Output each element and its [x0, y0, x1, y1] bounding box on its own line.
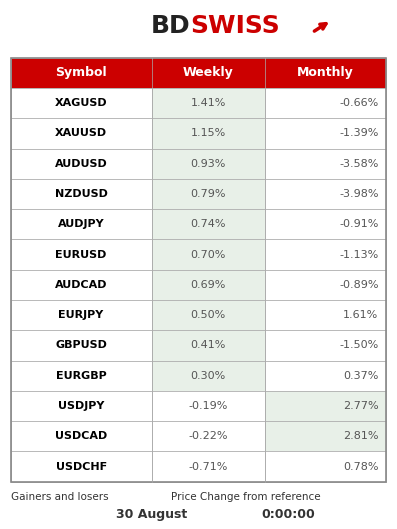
FancyBboxPatch shape — [11, 149, 152, 179]
Text: Weekly: Weekly — [183, 66, 234, 79]
FancyBboxPatch shape — [11, 300, 152, 330]
Text: 0.50%: 0.50% — [191, 310, 226, 320]
Text: -0.19%: -0.19% — [189, 401, 228, 411]
FancyBboxPatch shape — [152, 330, 265, 361]
FancyBboxPatch shape — [152, 88, 265, 118]
FancyBboxPatch shape — [11, 451, 152, 482]
Text: 1.41%: 1.41% — [191, 98, 226, 108]
FancyBboxPatch shape — [152, 270, 265, 300]
Text: 1.15%: 1.15% — [191, 129, 226, 139]
Text: 0.78%: 0.78% — [343, 462, 379, 471]
Text: 0.93%: 0.93% — [191, 159, 226, 169]
Text: AUDUSD: AUDUSD — [55, 159, 108, 169]
Text: 0.74%: 0.74% — [191, 220, 226, 229]
Text: EURGBP: EURGBP — [56, 371, 106, 381]
Text: -0.71%: -0.71% — [189, 462, 228, 471]
Text: 1.61%: 1.61% — [343, 310, 379, 320]
FancyBboxPatch shape — [265, 391, 386, 421]
FancyBboxPatch shape — [265, 330, 386, 361]
Text: -0.91%: -0.91% — [339, 220, 379, 229]
FancyBboxPatch shape — [11, 361, 152, 391]
Text: -0.66%: -0.66% — [339, 98, 379, 108]
FancyBboxPatch shape — [11, 421, 152, 451]
Text: BD: BD — [151, 14, 191, 38]
FancyBboxPatch shape — [11, 209, 152, 240]
Text: 0.41%: 0.41% — [191, 341, 226, 350]
FancyBboxPatch shape — [152, 209, 265, 240]
Text: 0.30%: 0.30% — [191, 371, 226, 381]
FancyBboxPatch shape — [265, 118, 386, 149]
Text: -0.89%: -0.89% — [339, 280, 379, 290]
FancyBboxPatch shape — [265, 179, 386, 209]
FancyBboxPatch shape — [11, 391, 152, 421]
Text: USDJPY: USDJPY — [58, 401, 104, 411]
FancyBboxPatch shape — [265, 270, 386, 300]
Text: -1.13%: -1.13% — [339, 250, 379, 260]
FancyBboxPatch shape — [152, 361, 265, 391]
FancyBboxPatch shape — [11, 118, 152, 149]
FancyBboxPatch shape — [265, 240, 386, 270]
FancyBboxPatch shape — [265, 421, 386, 451]
FancyBboxPatch shape — [152, 300, 265, 330]
FancyBboxPatch shape — [152, 240, 265, 270]
Text: GBPUSD: GBPUSD — [55, 341, 107, 350]
FancyBboxPatch shape — [152, 118, 265, 149]
Text: 0.79%: 0.79% — [191, 189, 226, 199]
Text: NZDUSD: NZDUSD — [55, 189, 108, 199]
Text: SWISS: SWISS — [191, 14, 280, 38]
FancyBboxPatch shape — [152, 149, 265, 179]
Text: 0.37%: 0.37% — [343, 371, 379, 381]
FancyBboxPatch shape — [265, 361, 386, 391]
FancyBboxPatch shape — [265, 451, 386, 482]
Text: AUDCAD: AUDCAD — [55, 280, 107, 290]
FancyBboxPatch shape — [11, 58, 386, 88]
FancyBboxPatch shape — [152, 391, 265, 421]
Text: -3.98%: -3.98% — [339, 189, 379, 199]
FancyBboxPatch shape — [152, 421, 265, 451]
FancyBboxPatch shape — [152, 179, 265, 209]
Text: Gainers and losers: Gainers and losers — [11, 492, 108, 503]
FancyBboxPatch shape — [11, 179, 152, 209]
Text: -1.50%: -1.50% — [339, 341, 379, 350]
Text: XAGUSD: XAGUSD — [55, 98, 107, 108]
FancyBboxPatch shape — [265, 209, 386, 240]
Text: XAUUSD: XAUUSD — [55, 129, 107, 139]
Text: 2.77%: 2.77% — [343, 401, 379, 411]
FancyBboxPatch shape — [11, 330, 152, 361]
FancyBboxPatch shape — [152, 451, 265, 482]
Text: USDCHF: USDCHF — [56, 462, 107, 471]
FancyBboxPatch shape — [265, 300, 386, 330]
Text: Symbol: Symbol — [55, 66, 107, 79]
Text: 0.70%: 0.70% — [191, 250, 226, 260]
Text: AUDJPY: AUDJPY — [58, 220, 104, 229]
Text: Price Change from reference: Price Change from reference — [171, 492, 320, 503]
Text: 30 August: 30 August — [116, 508, 187, 521]
Text: 2.81%: 2.81% — [343, 431, 379, 441]
Text: -0.22%: -0.22% — [189, 431, 228, 441]
Text: -1.39%: -1.39% — [339, 129, 379, 139]
Text: -3.58%: -3.58% — [339, 159, 379, 169]
FancyBboxPatch shape — [11, 270, 152, 300]
Text: Monthly: Monthly — [297, 66, 354, 79]
FancyBboxPatch shape — [265, 88, 386, 118]
FancyBboxPatch shape — [265, 149, 386, 179]
Text: EURJPY: EURJPY — [58, 310, 104, 320]
Text: EURUSD: EURUSD — [55, 250, 107, 260]
FancyBboxPatch shape — [11, 240, 152, 270]
FancyBboxPatch shape — [11, 88, 152, 118]
Text: 0:00:00: 0:00:00 — [262, 508, 315, 521]
Text: 0.69%: 0.69% — [191, 280, 226, 290]
Text: USDCAD: USDCAD — [55, 431, 107, 441]
